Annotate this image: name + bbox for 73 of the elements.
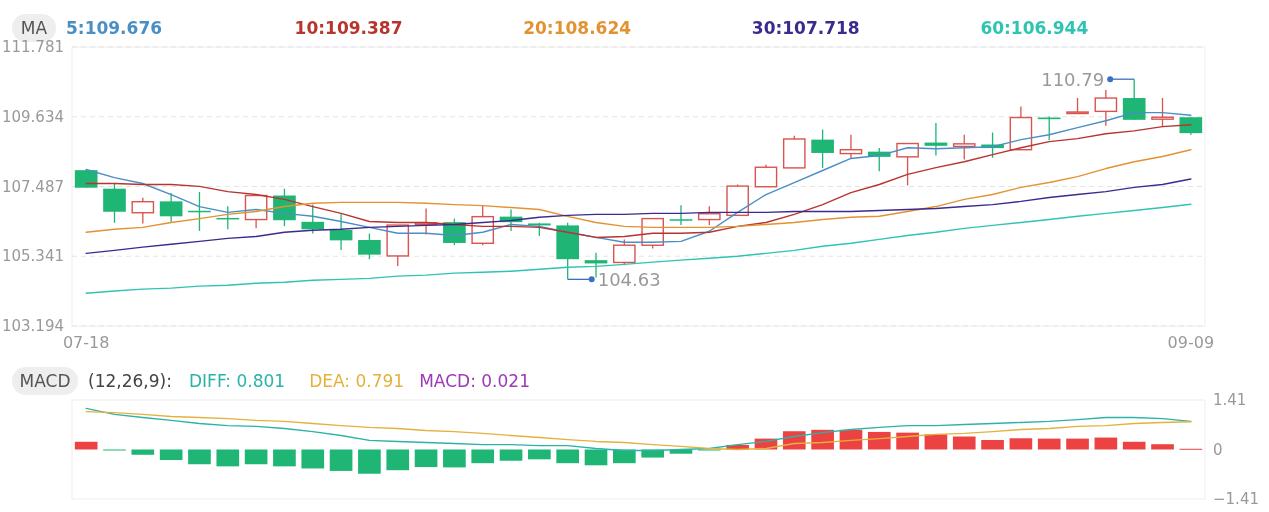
line-series <box>85 203 1192 295</box>
bar <box>896 432 919 450</box>
candlestick <box>329 213 353 251</box>
candlestick <box>754 164 778 188</box>
bar <box>867 431 891 450</box>
chart-subtitle: (12,26,9): <box>88 371 172 391</box>
bar <box>1066 438 1089 450</box>
y-tick-label: 107.487 <box>1 177 64 196</box>
text: MACD: 0.021 <box>419 371 530 391</box>
bar <box>301 449 325 469</box>
y-tick-label: 111.781 <box>1 38 64 56</box>
y-tick-label: −1.41 <box>1213 490 1259 508</box>
bar <box>528 449 551 460</box>
candlestick <box>896 142 919 187</box>
bar <box>1151 444 1174 450</box>
bar <box>1009 438 1033 450</box>
bar <box>584 449 608 466</box>
y-tick-label: 109.634 <box>1 107 64 126</box>
candlestick <box>669 204 693 226</box>
legend-title: MA <box>20 18 48 38</box>
bar <box>216 449 240 467</box>
bar <box>556 449 580 464</box>
annotation: 110.79 <box>1041 68 1105 90</box>
candlestick <box>811 128 834 169</box>
bar <box>981 440 1004 450</box>
bar <box>131 449 155 455</box>
bar <box>924 434 948 450</box>
text: 20:108.624 <box>523 18 632 38</box>
candlestick <box>301 203 325 235</box>
y-tick-label: 103.194 <box>1 317 64 335</box>
series-label: DIFF: 0.801 <box>189 371 286 391</box>
candlestick <box>613 238 636 267</box>
bar <box>1122 441 1146 450</box>
bar <box>1094 437 1118 450</box>
line-series <box>85 178 1192 255</box>
candlestick <box>1122 78 1146 121</box>
bar <box>329 449 353 471</box>
text: 30:107.718 <box>751 18 860 38</box>
annotation: 104.63 <box>597 268 661 290</box>
x-tick-label: 09-09 <box>1167 332 1215 352</box>
y-tick-label: 1.41 <box>1213 391 1247 409</box>
y-tick-label: 105.341 <box>1 247 64 266</box>
candlestick <box>358 232 381 260</box>
line-series <box>85 149 1192 233</box>
candlestick <box>839 134 863 160</box>
bar <box>499 449 523 461</box>
bar <box>839 429 863 450</box>
x-tick-label: 07-18 <box>62 332 110 352</box>
bar <box>273 449 296 467</box>
legend-title: MACD <box>19 371 71 391</box>
series-label: DEA: 0.791 <box>309 371 405 391</box>
bar <box>414 449 438 468</box>
bar <box>471 449 495 464</box>
candlestick <box>131 197 155 225</box>
bar <box>159 449 183 461</box>
bar <box>443 449 466 468</box>
bar <box>188 449 211 465</box>
bar <box>244 449 268 465</box>
candlestick <box>103 182 126 224</box>
candlestick <box>1094 89 1118 127</box>
y-tick-label: 0 <box>1213 440 1223 459</box>
candlestick <box>159 192 183 223</box>
candlestick <box>1151 97 1174 127</box>
text: 60:106.944 <box>980 18 1089 38</box>
text: 5:109.676 <box>66 18 163 38</box>
text: 10:109.387 <box>294 18 403 38</box>
bar <box>74 441 98 450</box>
candlestick <box>697 205 721 226</box>
candlestick <box>952 134 976 161</box>
bar <box>952 436 976 450</box>
bar <box>358 449 381 474</box>
bar <box>1037 438 1061 450</box>
bar <box>386 449 410 471</box>
